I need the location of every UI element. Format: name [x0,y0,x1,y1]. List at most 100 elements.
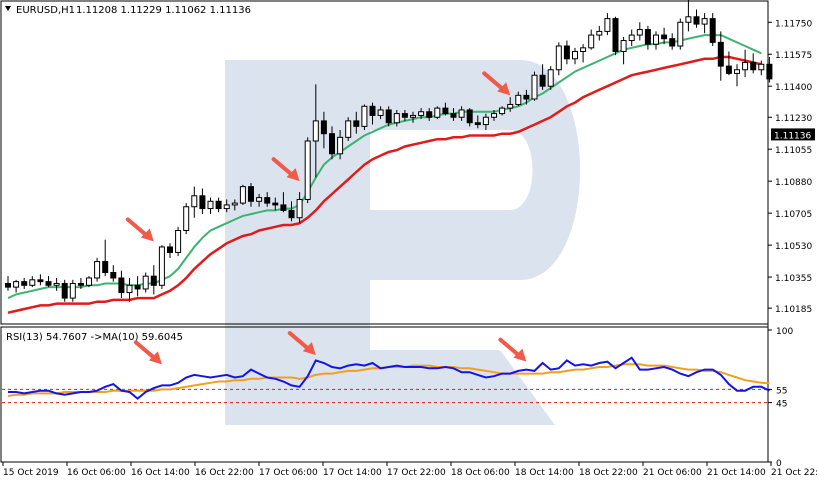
candle [653,31,659,50]
arrow-shaft [125,217,150,239]
candle [353,111,360,134]
candle [701,13,708,34]
bull-candle-body [572,50,578,60]
candle [507,97,514,112]
candle [385,106,392,127]
candle [61,279,68,302]
symbol-label: EURUSD,H1 [16,5,75,16]
price-tick-label: 1.11400 [775,83,812,93]
slow-ma-line [7,55,762,314]
candle [37,274,44,286]
bear-candle-body [709,18,716,43]
bear-candle-body [750,61,757,71]
bear-candle-body [118,277,125,294]
bear-candle-body [693,16,700,25]
candle [450,108,457,121]
bull-candle-body [296,198,303,219]
bull-candle-body [126,284,133,294]
bull-candle-body [29,279,36,286]
candle [183,203,190,235]
bull-candle-body [223,204,230,210]
candle [45,276,52,288]
candle [734,64,740,87]
arrow-shaft [498,337,523,359]
candle [491,109,497,121]
fast-ma-line [7,34,762,300]
candle [231,199,238,211]
candle [239,184,246,205]
arrow-shaft [482,71,507,93]
candle [466,108,473,127]
price-tick-label: 1.11055 [775,146,812,156]
candle [191,186,198,218]
bull-candle-body [628,34,635,42]
candle [563,40,570,65]
bull-candle-body [604,18,611,32]
bear-candle-body [150,275,157,286]
candle [612,16,619,56]
bull-candle-body [580,47,587,52]
bear-candle-body [442,107,449,115]
bull-candle-body [13,281,20,288]
time-tick-label: 18 Oct 22:00 [579,468,638,478]
bear-candle-body [539,74,546,87]
candle [199,188,206,215]
candle [758,60,765,76]
triangle-down-icon[interactable] [5,6,11,11]
candle [21,277,28,289]
signal-arrow [133,340,162,365]
current-price-label: 1.11136 [774,131,811,141]
bull-candle-body [239,186,246,204]
bear-candle-body [523,94,530,100]
candle [709,13,716,47]
bear-candle-body [426,111,433,118]
time-tick-label: 21 Oct 22:00 [771,468,817,478]
rsi-tick-label: 55 [776,386,787,396]
arrow-head [302,342,316,356]
bull-candle-body [701,18,708,25]
candle [337,130,344,160]
candle [644,25,651,50]
arrow-head [513,348,527,362]
bear-candle-body [5,282,11,288]
candle [442,102,449,116]
candle [555,42,562,76]
candle [102,239,109,277]
bull-candle-body [337,136,344,155]
bear-candle-body [450,113,457,118]
candle [118,270,125,299]
candle [345,117,352,141]
candle [669,33,676,50]
candle [604,13,611,36]
candle [482,113,489,131]
bear-candle-body [329,133,335,155]
bull-candle-body [345,120,352,138]
arrow-head [497,82,511,96]
candle [369,102,376,125]
candle [393,109,400,127]
moving-averages [7,34,762,314]
bull-candle-body [142,275,149,290]
bull-candle-body [393,113,400,124]
bull-candle-body [312,120,319,142]
candle [13,279,20,293]
price-tick-label: 1.10185 [775,305,812,315]
candle [94,257,101,282]
bull-candle-body [742,61,749,71]
time-tick-label: 17 Oct 14:00 [323,468,382,478]
bull-candle-body [507,103,514,109]
bull-candle-body [734,69,740,74]
time-tick-label: 16 Oct 22:00 [195,468,254,478]
bear-candle-body [385,109,392,124]
candle [693,9,700,28]
arrow-shaft [271,157,296,179]
signal-arrow [498,337,527,362]
candle [628,29,635,47]
price-tick-label: 1.10705 [775,210,812,220]
time-tick-label: 15 Oct 2019 [3,468,59,478]
candle [636,22,643,41]
arrow-head [140,228,154,242]
candle [361,104,368,131]
